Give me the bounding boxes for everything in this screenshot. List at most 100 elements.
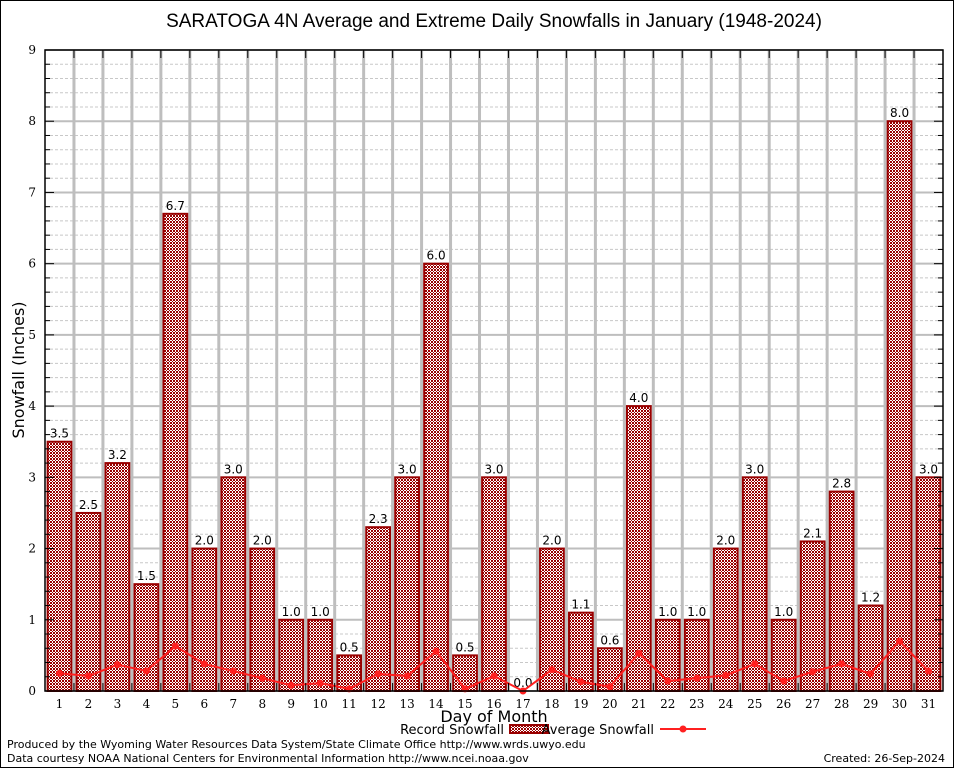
bar-record-day-31 <box>915 476 942 693</box>
x-tick-label: 3 <box>114 697 122 711</box>
average-point-day-28 <box>838 660 846 668</box>
average-point-day-16 <box>490 672 498 680</box>
footer-producer: Produced by the Wyoming Water Resources … <box>7 738 586 751</box>
average-point-day-30 <box>896 637 904 645</box>
x-tick-label: 24 <box>718 697 734 711</box>
bar-record-day-13 <box>394 476 420 693</box>
bar-value-label: 6.0 <box>427 249 446 263</box>
bar-value-label: 2.0 <box>542 534 561 548</box>
average-point-day-3 <box>113 661 121 669</box>
x-tick-label: 20 <box>602 697 617 711</box>
average-point-day-5 <box>171 642 179 650</box>
bar-value-label: 2.5 <box>79 498 98 512</box>
bar-value-label: 0.5 <box>455 640 474 654</box>
legend-average-label: Average Snowfall <box>542 723 654 738</box>
y-tick-label: 2 <box>28 542 36 556</box>
x-tick-label: 18 <box>544 697 559 711</box>
bar-record-day-16 <box>481 476 507 693</box>
footer-created: Created: 26-Sep-2024 <box>824 752 945 765</box>
bar-value-label: 1.1 <box>571 598 590 612</box>
average-point-day-2 <box>84 672 92 680</box>
bar-value-label: 1.0 <box>311 605 330 619</box>
bar-value-label: 2.8 <box>832 477 851 491</box>
legend: Record Snowfall Average Snowfall <box>400 723 706 738</box>
x-tick-label: 6 <box>201 697 209 711</box>
x-tick-label: 26 <box>776 697 791 711</box>
average-point-day-24 <box>722 671 730 679</box>
bar-labels: 3.5 2.5 3.2 1.5 6.7 2.0 3.0 2.0 1.0 1.0 0.5 2.3 3.0 6… <box>50 106 938 690</box>
average-line <box>55 637 933 695</box>
x-tick-label: 17 <box>515 697 530 711</box>
bar-value-label: 2.1 <box>803 526 822 540</box>
x-tick-label: 28 <box>834 697 849 711</box>
bar-value-label: 2.0 <box>253 534 272 548</box>
average-point-day-6 <box>200 660 208 668</box>
x-tick-label: 31 <box>921 697 936 711</box>
y-tick-label: 3 <box>28 470 36 484</box>
x-tick-label: 15 <box>457 697 472 711</box>
y-tick-label: 1 <box>28 613 36 627</box>
bar-record-day-4 <box>133 583 160 693</box>
average-point-day-9 <box>287 681 295 689</box>
x-tick-label: 1 <box>56 697 64 711</box>
bar-record-day-12 <box>365 526 392 693</box>
bar-record-day-3 <box>104 462 131 693</box>
average-point-day-14 <box>432 647 440 655</box>
average-point-day-26 <box>780 677 788 685</box>
average-point-day-25 <box>751 660 759 668</box>
bar-record-day-30 <box>886 120 913 692</box>
average-point-day-21 <box>635 649 643 657</box>
x-tick-label: 14 <box>428 697 444 711</box>
plot-border <box>44 49 944 692</box>
bar-record-day-25 <box>741 476 768 693</box>
y-tick-label: 5 <box>28 328 36 342</box>
average-point-day-23 <box>693 674 701 682</box>
bar-value-label: 1.0 <box>658 605 677 619</box>
legend-record-label: Record Snowfall <box>400 723 504 738</box>
x-tick-label: 30 <box>892 697 907 711</box>
bar-record-day-8 <box>249 547 276 692</box>
legend-record-swatch <box>509 724 549 734</box>
average-point-day-27 <box>809 668 817 676</box>
x-tick-label: 10 <box>313 697 328 711</box>
bar-record-day-7 <box>220 476 247 693</box>
bar-value-label: 3.5 <box>50 427 69 441</box>
y-tick-label: 6 <box>28 257 36 271</box>
bar-record-day-29 <box>857 604 884 692</box>
average-point-day-8 <box>258 674 266 682</box>
bar-value-label: 0.6 <box>600 633 619 647</box>
bar-value-label: 1.0 <box>687 605 706 619</box>
x-axis-label: Day of Month <box>440 707 547 726</box>
bar-value-label: 3.0 <box>919 462 938 476</box>
bar-record-day-9 <box>278 618 305 692</box>
average-point-day-18 <box>548 666 556 674</box>
x-tick-label: 22 <box>660 697 675 711</box>
bar-value-label: 1.0 <box>282 605 301 619</box>
bar-value-label: 3.0 <box>484 462 503 476</box>
average-point-day-4 <box>142 667 150 675</box>
y-tick-label: 8 <box>28 114 36 128</box>
y-tick-label: 7 <box>28 185 36 199</box>
average-point-day-29 <box>867 670 875 678</box>
y-tick-label: 4 <box>28 399 36 413</box>
average-point-day-7 <box>229 667 237 675</box>
bar-value-label: 3.0 <box>745 462 764 476</box>
x-tick-label: 12 <box>370 697 385 711</box>
bar-record-day-2 <box>75 511 102 693</box>
bar-record-day-1 <box>46 440 73 692</box>
bar-value-label: 2.0 <box>195 534 214 548</box>
bar-value-label: 6.7 <box>166 199 185 213</box>
x-tick-label: 21 <box>631 697 646 711</box>
bar-record-day-14 <box>423 262 449 692</box>
x-tick-label: 9 <box>287 697 295 711</box>
y-tick-labels: 0 1 2 3 4 5 6 7 8 9 <box>28 43 36 698</box>
average-point-day-12 <box>374 670 382 678</box>
average-point-day-19 <box>577 678 585 686</box>
bar-value-label: 2.0 <box>716 534 735 548</box>
bar-value-label: 1.2 <box>861 591 880 605</box>
bar-record-day-21 <box>625 405 652 692</box>
x-tick-label: 2 <box>85 697 93 711</box>
x-tick-label: 29 <box>863 697 878 711</box>
x-tick-label: 16 <box>486 697 501 711</box>
average-point-day-22 <box>664 677 672 685</box>
